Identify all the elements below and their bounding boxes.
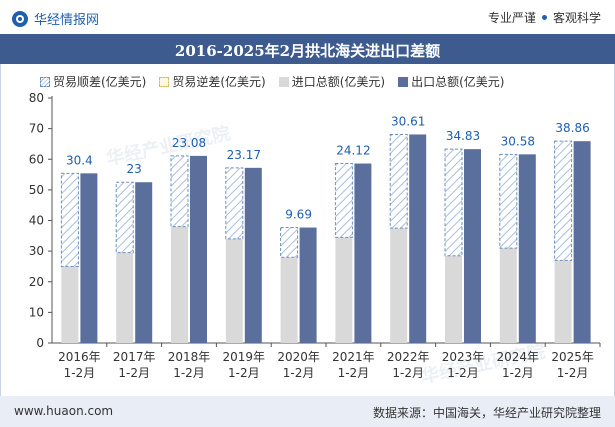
x-tick-label: 1-2月	[447, 366, 479, 380]
import-bar	[61, 266, 79, 343]
import-bar	[554, 260, 572, 343]
x-tick-label: 2018年	[168, 350, 211, 364]
surplus-bar	[60, 172, 79, 267]
surplus-bar	[280, 227, 299, 258]
tagline-right: 客观科学	[552, 11, 601, 25]
legend-item-export[interactable]: 出口总额(亿美元)	[398, 73, 505, 90]
x-tick-label: 1-2月	[557, 366, 589, 380]
x-tick-label: 2022年	[387, 350, 430, 364]
surplus-value-label: 23.08	[172, 136, 206, 150]
export-bar	[573, 141, 591, 343]
export-bar	[464, 149, 481, 343]
surplus-bar	[554, 140, 573, 261]
brand[interactable]: 华经情报网	[12, 9, 99, 28]
import-bar	[280, 257, 298, 343]
surplus-bar	[115, 181, 134, 254]
y-tick-label: 0	[36, 336, 44, 350]
surplus-value-label: 30.4	[66, 153, 93, 167]
import-bar	[445, 255, 462, 343]
surplus-bar	[389, 133, 408, 229]
import-bar	[171, 226, 188, 343]
export-bar	[409, 134, 427, 343]
tagline-left: 专业严谨	[487, 11, 536, 25]
x-tick-label: 2025年	[551, 350, 594, 364]
import-bar	[116, 252, 134, 343]
export-bar	[80, 173, 98, 343]
surplus-bar	[334, 163, 353, 238]
y-tick-label: 30	[29, 244, 44, 258]
legend-swatch-import	[278, 76, 289, 87]
surplus-value-label: 34.83	[446, 129, 480, 143]
chart-plot: 0 10 20 30 40 50 60 70 80 30.4 2016年 1-2月 23 2017年 1-…	[29, 91, 601, 380]
footer: www.huaon.com 数据来源：中国海关，华经产业研究院整理	[0, 396, 615, 427]
footer-source: 数据来源：中国海关，华经产业研究院整理	[372, 406, 601, 420]
export-bar	[190, 155, 207, 343]
x-tick-label: 2017年	[113, 350, 156, 364]
x-tick-label: 1-2月	[392, 366, 424, 380]
chart-legend: 贸易顺差(亿美元) 贸易逆差(亿美元) 进口总额(亿美元) 出口总额(亿美元)	[40, 73, 518, 90]
import-bar	[335, 237, 353, 343]
x-tick-label: 2019年	[223, 350, 266, 364]
footer-url[interactable]: www.huaon.com	[14, 404, 114, 418]
title-bar: 2016-2025年2月拱北海关进出口差额	[0, 34, 615, 64]
y-tick-label: 50	[29, 183, 44, 197]
brand-name: 华经情报网	[34, 13, 100, 28]
x-tick-label: 1-2月	[228, 366, 260, 380]
surplus-bar	[444, 148, 463, 257]
legend-label-import: 进口总额(亿美元)	[291, 75, 386, 89]
y-tick-label: 40	[29, 214, 44, 228]
surplus-bar	[499, 153, 518, 249]
surplus-value-label: 23.17	[227, 148, 261, 162]
surplus-value-label: 24.12	[336, 144, 370, 158]
x-tick-label: 1-2月	[338, 366, 370, 380]
legend-swatch-export	[398, 76, 409, 87]
x-tick-label: 2020年	[277, 350, 320, 364]
surplus-value-label: 30.58	[501, 134, 535, 148]
legend-label-deficit: 贸易逆差(亿美元)	[172, 75, 266, 89]
surplus-value-label: 23	[127, 162, 142, 176]
legend-label-export: 出口总额(亿美元)	[411, 75, 505, 89]
x-tick-label: 2023年	[442, 350, 485, 364]
y-tick-label: 70	[29, 122, 44, 136]
legend-swatch-surplus	[40, 76, 50, 87]
export-bar	[244, 167, 262, 343]
brand-logo-icon	[12, 10, 28, 27]
surplus-bar	[225, 167, 244, 240]
x-tick-label: 1-2月	[64, 366, 96, 380]
export-bar	[518, 154, 536, 343]
y-tick-label: 10	[29, 305, 44, 319]
export-bar	[354, 163, 372, 343]
export-bar	[135, 182, 153, 343]
x-tick-label: 2021年	[332, 350, 375, 364]
tagline: 专业严谨 客观科学	[488, 9, 601, 26]
surplus-value-label: 30.61	[391, 114, 425, 128]
x-tick-label: 2024年	[497, 350, 540, 364]
y-tick-label: 60	[29, 152, 44, 166]
x-tick-label: 1-2月	[118, 366, 150, 380]
legend-item-deficit[interactable]: 贸易逆差(亿美元)	[159, 73, 266, 90]
chart-title: 2016-2025年2月拱北海关进出口差额	[174, 42, 441, 60]
import-bar	[225, 238, 243, 343]
surplus-value-label: 38.86	[555, 121, 589, 135]
x-tick-label: 1-2月	[173, 366, 205, 380]
export-bar	[299, 227, 317, 343]
y-tick-label: 80	[29, 91, 44, 105]
legend-item-surplus[interactable]: 贸易顺差(亿美元)	[40, 73, 146, 90]
surplus-bar	[170, 155, 189, 228]
x-tick-label: 2016年	[58, 350, 101, 364]
bullet-dot-icon	[541, 15, 547, 20]
x-tick-label: 1-2月	[283, 366, 315, 380]
legend-label-surplus: 贸易顺差(亿美元)	[53, 75, 147, 89]
top-bar: 华经情报网 专业严谨 客观科学	[0, 0, 615, 34]
surplus-value-label: 9.69	[285, 208, 312, 222]
legend-swatch-deficit	[159, 76, 170, 87]
legend-item-import[interactable]: 进口总额(亿美元)	[278, 73, 386, 90]
import-bar	[390, 228, 408, 343]
import-bar	[499, 248, 517, 343]
y-tick-label: 20	[29, 275, 44, 289]
x-tick-label: 1-2月	[502, 366, 534, 380]
